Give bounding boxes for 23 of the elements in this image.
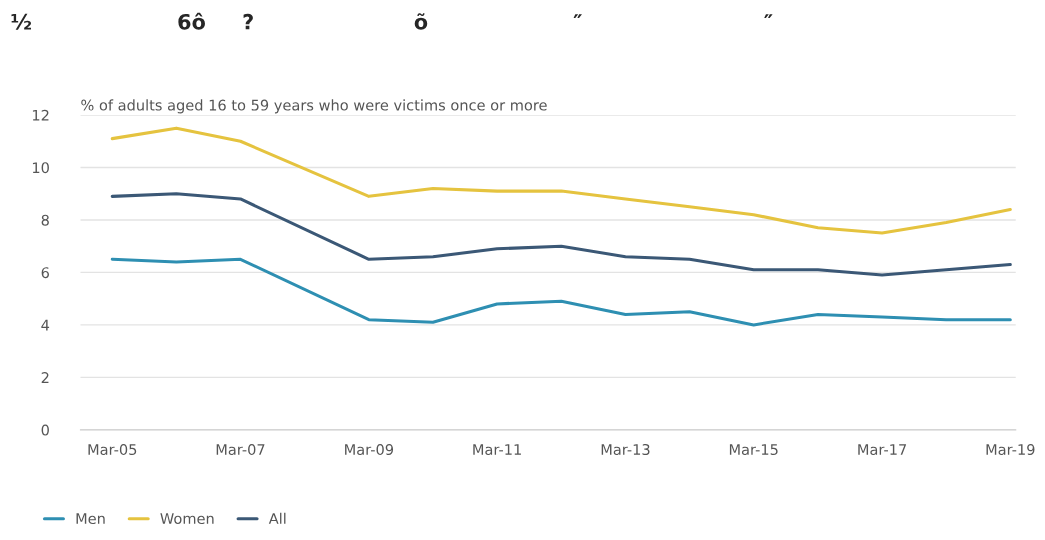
y-tick-label: 8: [41, 214, 49, 226]
x-tick-label: Mar-09: [345, 443, 394, 456]
legend-label: All: [268, 512, 286, 524]
legend-label: Women: [160, 513, 214, 525]
y-tick-label: 4: [41, 319, 50, 331]
x-tick-label: Mar-11: [473, 444, 521, 456]
x-tick-label: Mar-17: [858, 444, 907, 456]
y-axis-title: % of adults aged 16 to 59 years who were victims once or more: [81, 99, 547, 114]
x-tick-label: Mar-07: [216, 443, 265, 456]
y-tick-label: 0: [41, 424, 49, 436]
line-series: [110, 257, 1012, 327]
legend-label: Men: [76, 513, 105, 525]
x-tick-label: Mar-13: [601, 443, 650, 456]
y-tick-label: 10: [32, 162, 49, 174]
y-tick-label: 12: [32, 109, 49, 121]
x-tick-label: Mar-19: [986, 443, 1035, 456]
chart-title: ½ 6ô ? õ ″ ″: [11, 12, 773, 30]
line-series: [110, 192, 1012, 277]
x-tick-label: Mar-05: [88, 443, 137, 456]
y-tick-label: 2: [41, 372, 49, 383]
y-tick-label: 6: [41, 267, 49, 279]
x-tick-label: Mar-15: [729, 444, 778, 456]
line-series: [110, 126, 1012, 235]
